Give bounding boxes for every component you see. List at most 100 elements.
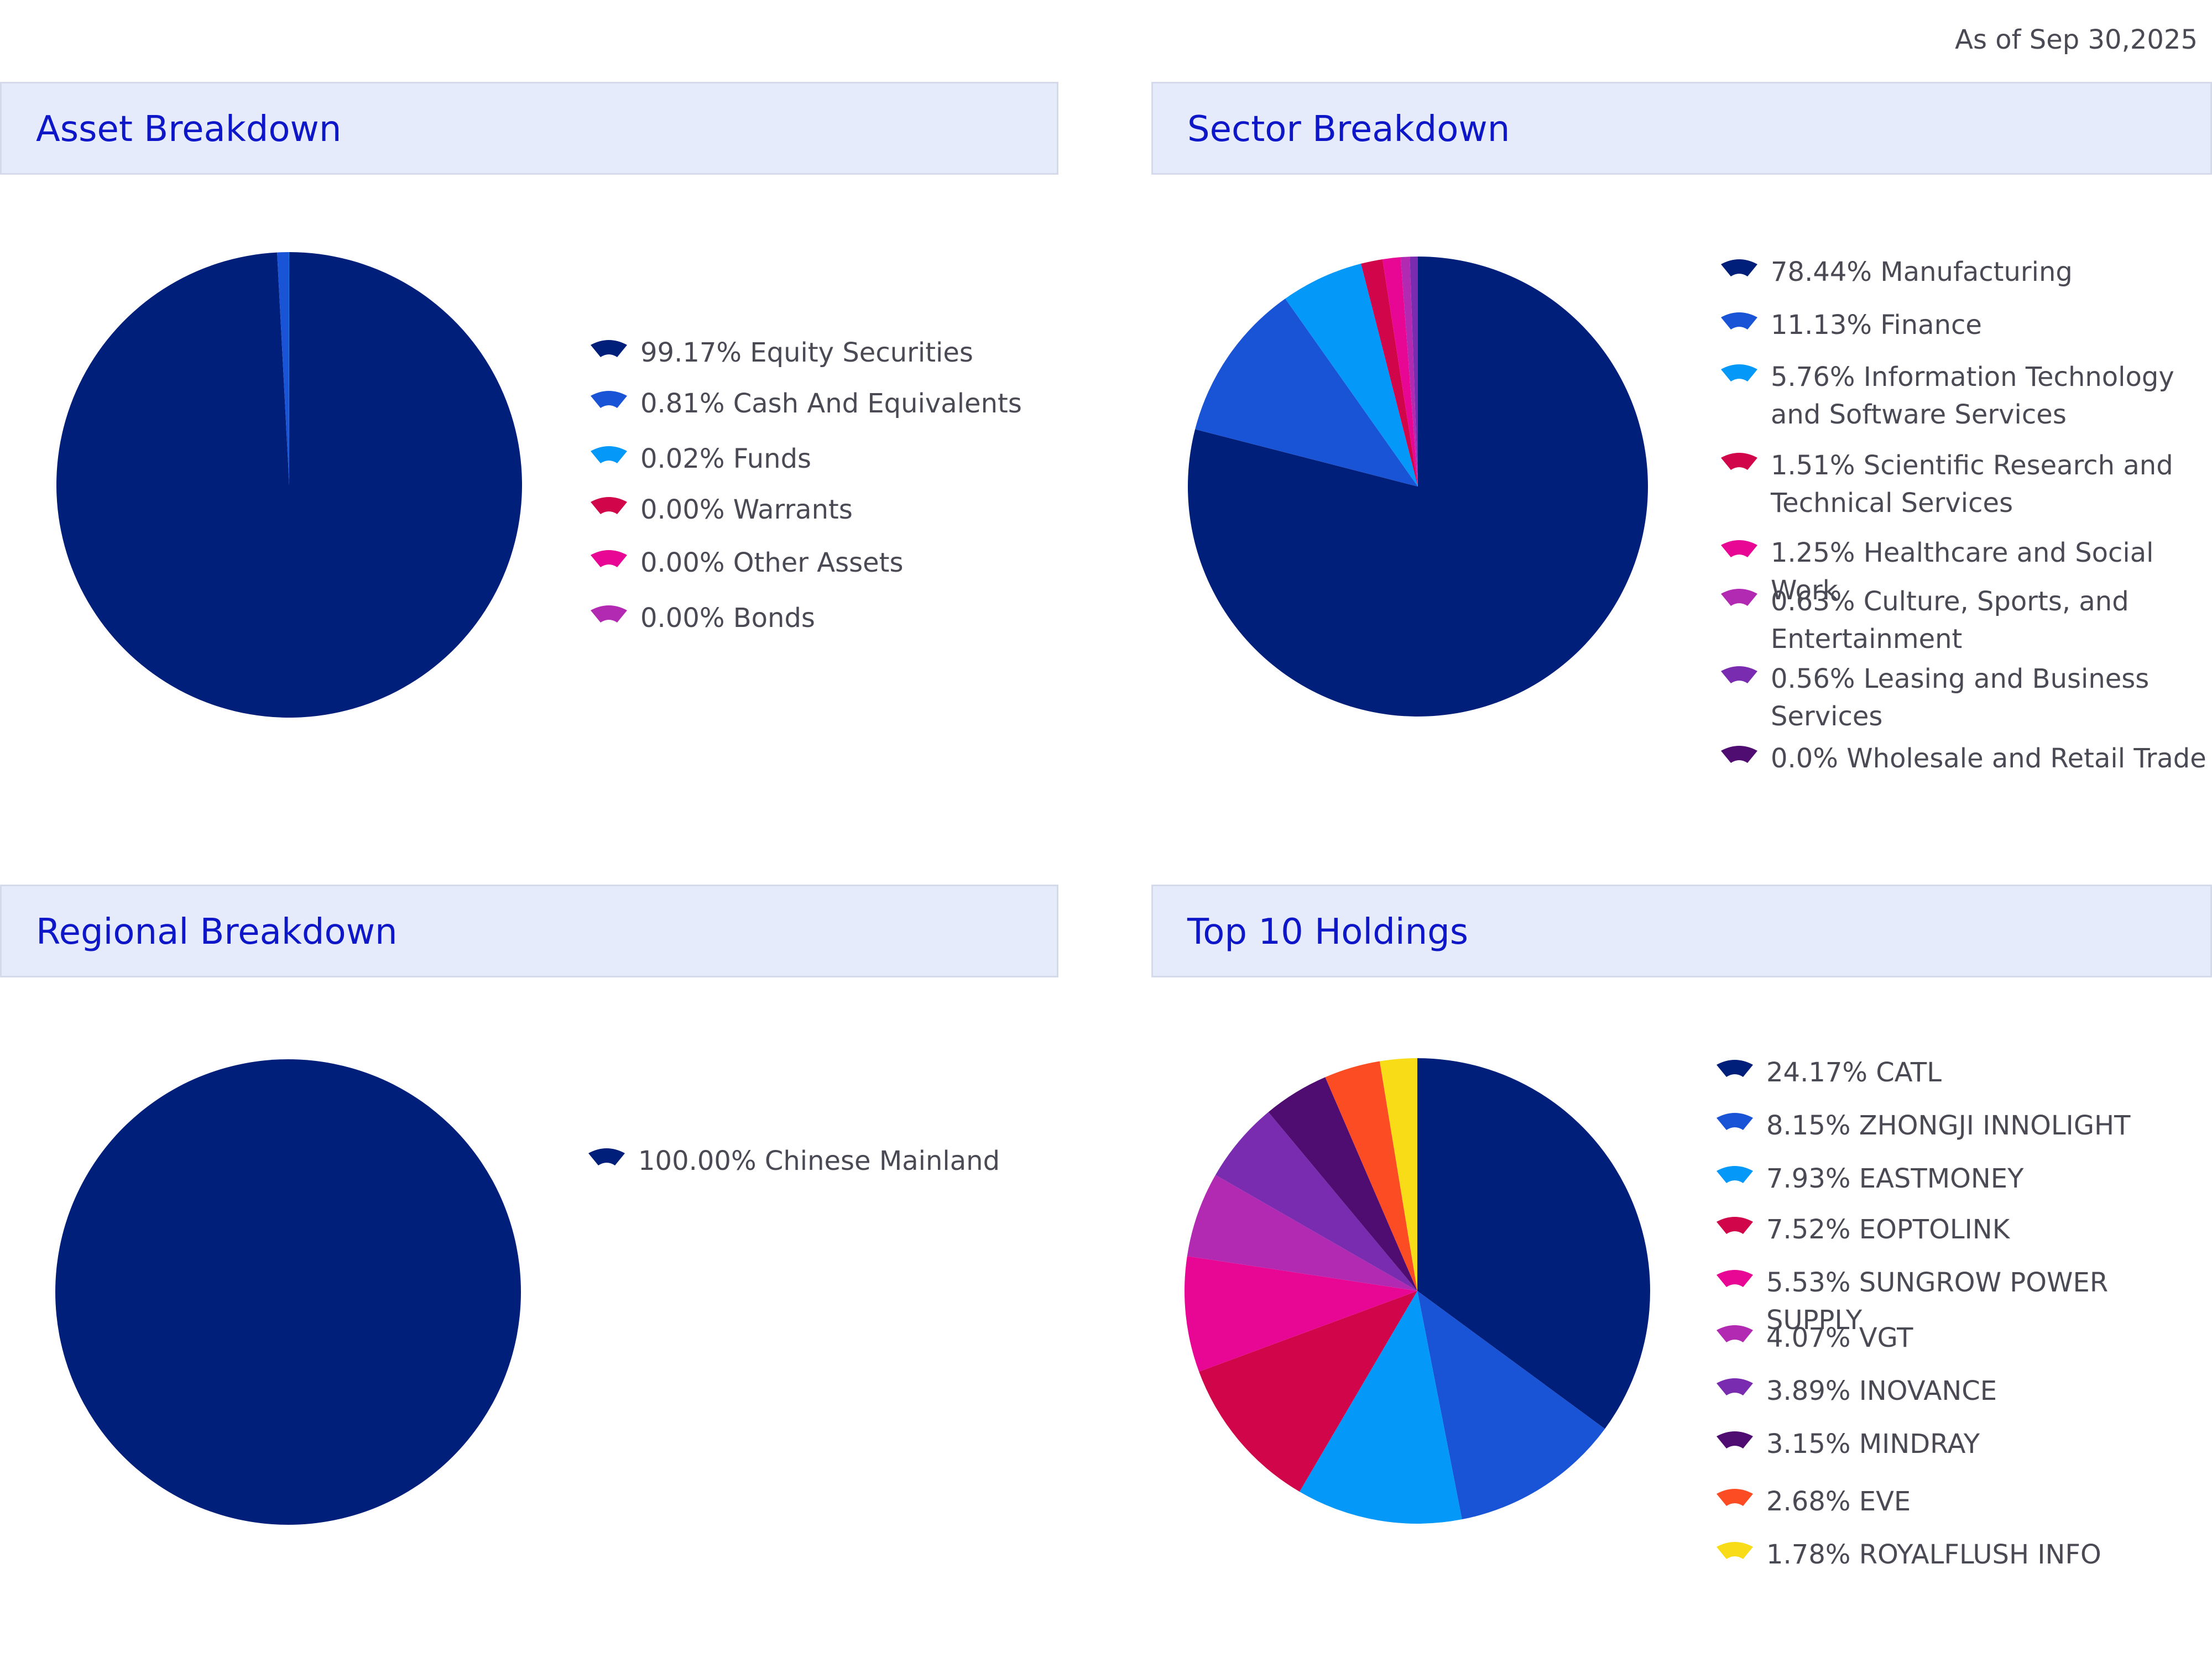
legend-item-scientific-research-and-technical-services[interactable]: 1.51% Scientific Research and Technical … xyxy=(1719,447,2212,522)
pie-slice-zhongji-innolight[interactable] xyxy=(1417,1291,1605,1520)
top-holdings-title: Top 10 Holdings xyxy=(1187,912,1469,953)
legend-item-information-technology-and-software-services[interactable]: 5.76% Information Technology and Softwar… xyxy=(1719,358,2212,433)
legend-fan-icon xyxy=(1721,364,1757,381)
pie-slice-eastmoney[interactable] xyxy=(1299,1291,1462,1524)
legend-fan-icon xyxy=(591,446,627,463)
asset-breakdown-header: Asset Breakdown xyxy=(0,82,1058,175)
legend-label: 2.68% EVE xyxy=(1766,1486,1911,1517)
legend-item-sungrow-power-supply[interactable]: 5.53% SUNGROW POWER SUPPLY xyxy=(1714,1264,2212,1339)
legend-item-eoptolink[interactable]: 7.52% EOPTOLINK xyxy=(1714,1211,2212,1248)
pie-slice-leasing-and-business-services[interactable] xyxy=(1410,257,1418,487)
pie-slice-scientific-research-and-technical-services[interactable] xyxy=(1361,259,1418,487)
legend-item-bonds[interactable]: 0.00% Bonds xyxy=(588,599,1064,637)
legend-label: 0.00% Warrants xyxy=(640,494,853,525)
legend-label: 0.02% Funds xyxy=(640,443,812,474)
legend-label: 100.00% Chinese Mainland xyxy=(638,1146,1000,1176)
legend-label: 1.25% Healthcare and Social Work xyxy=(1771,537,2154,606)
regional-breakdown-pie xyxy=(55,1059,521,1525)
legend-item-manufacturing[interactable]: 78.44% Manufacturing xyxy=(1719,253,2212,291)
pie-slice-culture-sports-and-entertainment[interactable] xyxy=(1400,257,1418,487)
pie-slice-inovance[interactable] xyxy=(1215,1112,1417,1291)
legend-fan-icon xyxy=(1717,1113,1753,1130)
legend-item-mindray[interactable]: 3.15% MINDRAY xyxy=(1714,1425,2212,1463)
legend-fan-icon xyxy=(1717,1325,1753,1342)
pie-slice-eve[interactable] xyxy=(1325,1061,1417,1291)
legend-label: 0.63% Culture, Sports, and Entertainment xyxy=(1771,586,2129,655)
legend-fan-icon xyxy=(591,550,627,567)
regional-breakdown-header: Regional Breakdown xyxy=(0,885,1058,977)
pie-slice-eoptolink[interactable] xyxy=(1199,1291,1417,1492)
legend-fan-icon xyxy=(591,340,627,357)
sector-breakdown-header: Sector Breakdown xyxy=(1151,82,2212,175)
sector-breakdown-pie xyxy=(1188,257,1648,717)
as-of-date: As of Sep 30,2025 xyxy=(1955,24,2198,55)
legend-fan-icon xyxy=(1721,259,1757,276)
legend-item-vgt[interactable]: 4.07% VGT xyxy=(1714,1319,2212,1357)
legend-item-royalflush-info[interactable]: 1.78% ROYALFLUSH INFO xyxy=(1714,1536,2212,1573)
pie-slice-finance[interactable] xyxy=(1195,299,1418,487)
legend-label: 3.15% MINDRAY xyxy=(1766,1429,1980,1460)
legend-fan-icon xyxy=(1721,589,1757,606)
legend-item-equity-securities[interactable]: 99.17% Equity Securities xyxy=(588,334,1064,372)
legend-label: 24.17% CATL xyxy=(1766,1057,1942,1088)
legend-item-warrants[interactable]: 0.00% Warrants xyxy=(588,491,1064,529)
legend-fan-icon xyxy=(1717,1166,1753,1183)
pie-slice-mindray[interactable] xyxy=(1268,1077,1417,1291)
legend-item-healthcare-and-social-work[interactable]: 1.25% Healthcare and Social Work xyxy=(1719,534,2212,609)
legend-item-zhongji-innolight[interactable]: 8.15% ZHONGJI INNOLIGHT xyxy=(1714,1107,2212,1144)
pie-slice-sungrow-power-supply[interactable] xyxy=(1185,1256,1417,1372)
legend-label: 3.89% INOVANCE xyxy=(1766,1376,1997,1406)
legend-label: 99.17% Equity Securities xyxy=(640,337,973,368)
legend-label: 8.15% ZHONGJI INNOLIGHT xyxy=(1766,1110,2131,1141)
legend-label: 5.53% SUNGROW POWER SUPPLY xyxy=(1766,1267,2109,1336)
legend-fan-icon xyxy=(1717,1431,1753,1448)
legend-fan-icon xyxy=(591,497,627,514)
legend-fan-icon xyxy=(1721,312,1757,330)
legend-item-catl[interactable]: 24.17% CATL xyxy=(1714,1054,2212,1091)
legend-label: 4.07% VGT xyxy=(1766,1322,1913,1353)
pie-slice-equity-securities[interactable] xyxy=(56,252,522,718)
legend-fan-icon xyxy=(1717,1270,1753,1287)
legend-item-inovance[interactable]: 3.89% INOVANCE xyxy=(1714,1372,2212,1410)
legend-label: 5.76% Information Technology and Softwar… xyxy=(1771,362,2174,430)
legend-fan-icon xyxy=(591,391,627,408)
legend-item-eastmoney[interactable]: 7.93% EASTMONEY xyxy=(1714,1160,2212,1197)
top-holdings-header: Top 10 Holdings xyxy=(1151,885,2212,977)
legend-label: 0.81% Cash And Equivalents xyxy=(640,388,1022,419)
pie-slice-cash-and-equivalents[interactable] xyxy=(277,252,289,485)
legend-label: 0.00% Bonds xyxy=(640,603,815,634)
legend-label: 7.52% EOPTOLINK xyxy=(1766,1214,2010,1245)
legend-fan-icon xyxy=(588,1148,625,1165)
asset-breakdown-title: Asset Breakdown xyxy=(36,109,342,150)
legend-label: 78.44% Manufacturing xyxy=(1771,257,2073,287)
pie-slice-healthcare-and-social-work[interactable] xyxy=(1383,257,1418,487)
pie-slice-chinese-mainland[interactable] xyxy=(55,1059,521,1525)
pie-slice-vgt[interactable] xyxy=(1187,1175,1417,1291)
legend-fan-icon xyxy=(1721,540,1757,557)
legend-label: 0.00% Other Assets xyxy=(640,547,904,578)
legend-fan-icon xyxy=(1721,746,1757,763)
legend-item-funds[interactable]: 0.02% Funds xyxy=(588,440,1064,478)
pie-slice-information-technology-and-software-services[interactable] xyxy=(1285,263,1418,487)
legend-label: 1.51% Scientific Research and Technical … xyxy=(1771,450,2173,519)
sector-breakdown-title: Sector Breakdown xyxy=(1187,109,1510,150)
legend-item-cash-and-equivalents[interactable]: 0.81% Cash And Equivalents xyxy=(588,385,1064,422)
legend-item-eve[interactable]: 2.68% EVE xyxy=(1714,1483,2212,1520)
legend-fan-icon xyxy=(1721,666,1757,683)
legend-item-other-assets[interactable]: 0.00% Other Assets xyxy=(588,544,1064,582)
legend-label: 0.56% Leasing and Business Services xyxy=(1771,663,2150,732)
legend-item-culture-sports-and-entertainment[interactable]: 0.63% Culture, Sports, and Entertainment xyxy=(1719,583,2212,658)
legend-label: 1.78% ROYALFLUSH INFO xyxy=(1766,1539,2101,1570)
pie-slice-catl[interactable] xyxy=(1417,1058,1650,1429)
legend-fan-icon xyxy=(1717,1060,1753,1077)
legend-item-chinese-mainland[interactable]: 100.00% Chinese Mainland xyxy=(586,1142,1062,1180)
legend-item-leasing-and-business-services[interactable]: 0.56% Leasing and Business Services xyxy=(1719,660,2212,735)
legend-fan-icon xyxy=(1717,1217,1753,1234)
pie-slice-royalflush-info[interactable] xyxy=(1379,1058,1417,1291)
legend-item-wholesale-and-retail-trade[interactable]: 0.0% Wholesale and Retail Trade xyxy=(1719,740,2212,777)
legend-item-finance[interactable]: 11.13% Finance xyxy=(1719,306,2212,344)
top-holdings-pie xyxy=(1185,1058,1650,1524)
legend-fan-icon xyxy=(1717,1378,1753,1395)
legend-label: 0.0% Wholesale and Retail Trade xyxy=(1771,743,2206,774)
legend-label: 11.13% Finance xyxy=(1771,310,1982,341)
